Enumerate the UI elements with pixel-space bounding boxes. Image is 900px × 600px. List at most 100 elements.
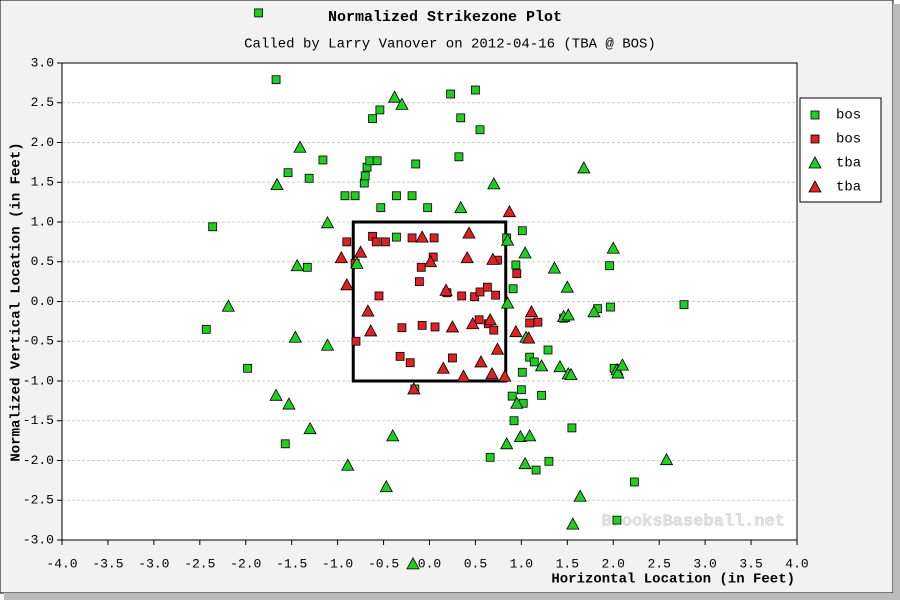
y-tick-label: 1.5	[31, 175, 54, 190]
point	[573, 489, 587, 502]
point	[486, 252, 500, 265]
y-tick-label: 0.0	[31, 294, 54, 309]
y-tick-label: 2.0	[31, 135, 54, 150]
point	[379, 479, 393, 493]
y-tick-label: 1.0	[31, 214, 54, 229]
legend-marker	[810, 110, 820, 120]
y-tick-label: 2.5	[31, 95, 54, 110]
point	[516, 385, 526, 395]
y-tick-label: -0.5	[23, 334, 54, 349]
x-tick-label: 1.5	[556, 556, 579, 571]
point	[606, 241, 620, 254]
point	[483, 312, 497, 326]
x-axis-label: Horizontal Location (in Feet)	[551, 572, 795, 588]
point	[407, 191, 417, 201]
point	[500, 436, 514, 450]
point	[491, 290, 501, 300]
point	[411, 159, 421, 169]
x-tick-label: -1.5	[276, 556, 307, 571]
point	[374, 291, 384, 301]
y-axis-label: Normalized Vertical Location (in Feet)	[9, 142, 25, 461]
point	[201, 324, 211, 334]
point	[466, 316, 480, 330]
legend-marker	[808, 180, 822, 193]
point	[522, 429, 537, 442]
x-tick-label: 2.5	[647, 556, 670, 571]
point	[534, 359, 549, 372]
point	[334, 250, 348, 264]
legend-label: bos	[836, 132, 861, 148]
point	[407, 233, 417, 243]
point	[448, 353, 457, 363]
point	[462, 226, 476, 239]
point	[474, 355, 488, 368]
point	[372, 156, 382, 166]
chart-title: Normalized Strikezone Plot	[328, 9, 562, 26]
point	[517, 367, 527, 377]
legend-label: bos	[836, 108, 861, 124]
point	[489, 325, 499, 335]
y-tick-label: -1.0	[23, 373, 54, 388]
point	[470, 292, 479, 302]
point	[510, 396, 524, 409]
point	[407, 382, 421, 395]
point	[430, 322, 440, 332]
legend-label: tba	[836, 180, 861, 196]
point	[531, 465, 541, 475]
point	[587, 304, 601, 318]
x-tick-label: -4.0	[46, 556, 77, 571]
point	[500, 233, 515, 246]
point	[456, 113, 466, 123]
point	[395, 351, 405, 361]
point	[507, 391, 517, 401]
point	[611, 366, 625, 379]
point	[508, 284, 518, 294]
point	[566, 517, 580, 530]
point	[376, 203, 386, 213]
plot-border	[61, 62, 798, 541]
point	[415, 230, 429, 243]
point	[303, 421, 317, 435]
point	[405, 358, 415, 368]
point	[457, 291, 467, 301]
x-tick-label: -2.5	[184, 556, 215, 571]
point	[320, 215, 335, 229]
point	[271, 75, 281, 85]
point	[221, 299, 235, 312]
chart-subtitle: Called by Larry Vanover on 2012-04-16 (T…	[244, 37, 656, 53]
point	[436, 361, 450, 374]
point	[509, 324, 523, 338]
point	[509, 416, 519, 426]
point	[482, 282, 492, 292]
point	[360, 171, 370, 181]
x-tick-label: -3.0	[138, 556, 169, 571]
point	[490, 342, 505, 355]
point	[629, 477, 639, 487]
point	[567, 423, 577, 433]
y-tick-label: -2.0	[23, 453, 54, 468]
point	[456, 369, 471, 382]
legend-label: tba	[836, 156, 861, 172]
point	[543, 345, 553, 355]
point	[475, 287, 485, 297]
x-tick-label: 0.0	[418, 556, 441, 571]
point	[375, 105, 385, 115]
point	[270, 177, 284, 191]
point	[553, 359, 567, 373]
point	[282, 397, 296, 410]
point	[498, 369, 512, 382]
point	[416, 262, 426, 272]
point	[485, 452, 495, 462]
point	[208, 222, 218, 232]
point	[659, 452, 674, 466]
point	[392, 191, 401, 201]
legend-marker	[808, 156, 822, 169]
point	[446, 89, 456, 99]
point	[615, 358, 630, 371]
point	[511, 260, 521, 270]
point	[547, 261, 562, 274]
point	[364, 324, 378, 337]
point	[606, 302, 615, 312]
point	[340, 191, 350, 201]
